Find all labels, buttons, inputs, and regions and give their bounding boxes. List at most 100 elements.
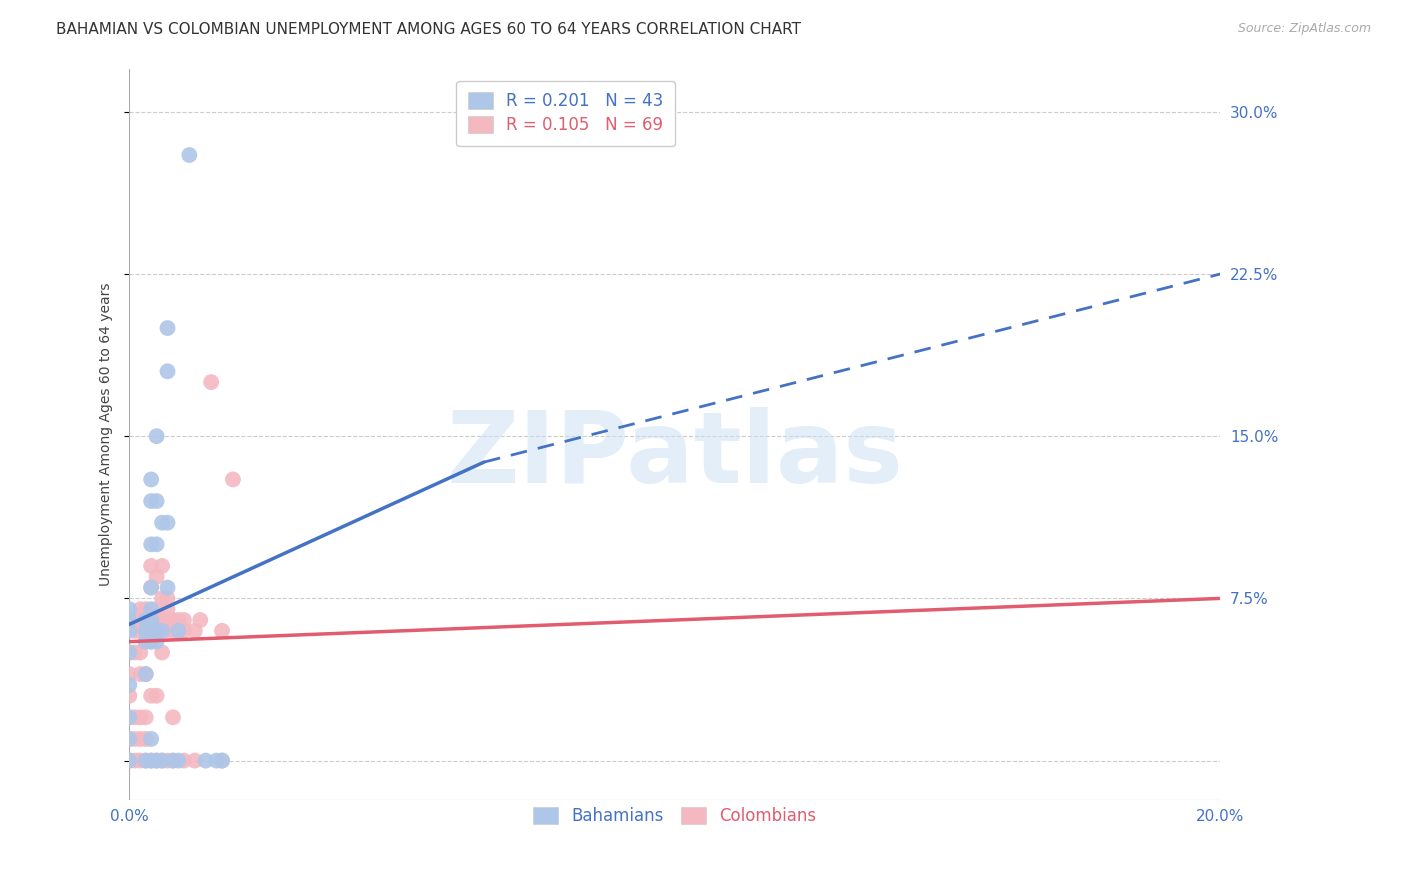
Point bbox=[124, 645, 146, 659]
Point bbox=[145, 570, 167, 584]
Point bbox=[145, 624, 167, 638]
Point bbox=[118, 645, 141, 659]
Point bbox=[118, 731, 141, 746]
Point bbox=[150, 624, 173, 638]
Point bbox=[118, 645, 141, 659]
Point bbox=[145, 634, 167, 648]
Point bbox=[141, 754, 163, 768]
Point bbox=[200, 375, 222, 389]
Point bbox=[118, 678, 141, 692]
Point bbox=[118, 731, 141, 746]
Point bbox=[173, 754, 195, 768]
Point bbox=[150, 754, 173, 768]
Text: Source: ZipAtlas.com: Source: ZipAtlas.com bbox=[1237, 22, 1371, 36]
Point bbox=[135, 634, 157, 648]
Point bbox=[129, 602, 152, 616]
Point bbox=[124, 624, 146, 638]
Point bbox=[141, 613, 163, 627]
Text: BAHAMIAN VS COLOMBIAN UNEMPLOYMENT AMONG AGES 60 TO 64 YEARS CORRELATION CHART: BAHAMIAN VS COLOMBIAN UNEMPLOYMENT AMONG… bbox=[56, 22, 801, 37]
Point bbox=[129, 624, 152, 638]
Legend: Bahamians, Colombians: Bahamians, Colombians bbox=[523, 797, 827, 835]
Point bbox=[141, 537, 163, 551]
Point bbox=[150, 754, 173, 768]
Point bbox=[156, 591, 179, 606]
Point bbox=[150, 613, 173, 627]
Point bbox=[118, 754, 141, 768]
Point bbox=[145, 613, 167, 627]
Point bbox=[211, 754, 233, 768]
Point bbox=[150, 591, 173, 606]
Point bbox=[145, 537, 167, 551]
Point bbox=[141, 624, 163, 638]
Point bbox=[141, 581, 163, 595]
Point bbox=[118, 667, 141, 681]
Point bbox=[141, 472, 163, 486]
Point bbox=[118, 689, 141, 703]
Point bbox=[162, 613, 184, 627]
Point bbox=[118, 754, 141, 768]
Point bbox=[211, 754, 233, 768]
Point bbox=[141, 581, 163, 595]
Point bbox=[135, 624, 157, 638]
Point bbox=[135, 754, 157, 768]
Point bbox=[162, 710, 184, 724]
Point bbox=[124, 613, 146, 627]
Point bbox=[118, 710, 141, 724]
Point bbox=[135, 613, 157, 627]
Point bbox=[141, 754, 163, 768]
Point bbox=[184, 624, 207, 638]
Point bbox=[150, 624, 173, 638]
Text: ZIPatlas: ZIPatlas bbox=[446, 408, 903, 505]
Point bbox=[211, 624, 233, 638]
Point bbox=[135, 613, 157, 627]
Point bbox=[145, 429, 167, 443]
Point bbox=[141, 689, 163, 703]
Point bbox=[184, 754, 207, 768]
Point bbox=[156, 321, 179, 335]
Point bbox=[135, 710, 157, 724]
Point bbox=[141, 494, 163, 508]
Point bbox=[141, 634, 163, 648]
Point bbox=[145, 624, 167, 638]
Point bbox=[145, 754, 167, 768]
Point bbox=[118, 710, 141, 724]
Point bbox=[135, 667, 157, 681]
Point bbox=[135, 731, 157, 746]
Point bbox=[150, 645, 173, 659]
Point bbox=[150, 516, 173, 530]
Point bbox=[156, 602, 179, 616]
Point bbox=[156, 364, 179, 378]
Point bbox=[222, 472, 245, 486]
Point bbox=[156, 613, 179, 627]
Y-axis label: Unemployment Among Ages 60 to 64 years: Unemployment Among Ages 60 to 64 years bbox=[100, 282, 114, 586]
Point bbox=[141, 731, 163, 746]
Point bbox=[118, 602, 141, 616]
Point bbox=[118, 624, 141, 638]
Point bbox=[135, 634, 157, 648]
Point bbox=[135, 754, 157, 768]
Point bbox=[205, 754, 228, 768]
Point bbox=[156, 516, 179, 530]
Point bbox=[167, 754, 190, 768]
Point bbox=[173, 613, 195, 627]
Point bbox=[129, 731, 152, 746]
Point bbox=[129, 754, 152, 768]
Point bbox=[124, 731, 146, 746]
Point bbox=[141, 634, 163, 648]
Point bbox=[162, 624, 184, 638]
Point bbox=[162, 754, 184, 768]
Point bbox=[141, 558, 163, 573]
Point bbox=[145, 689, 167, 703]
Point bbox=[194, 754, 217, 768]
Point bbox=[141, 613, 163, 627]
Point bbox=[179, 148, 201, 162]
Point bbox=[141, 602, 163, 616]
Point bbox=[135, 667, 157, 681]
Point bbox=[145, 494, 167, 508]
Point bbox=[188, 613, 211, 627]
Point bbox=[135, 624, 157, 638]
Point bbox=[135, 602, 157, 616]
Point bbox=[162, 754, 184, 768]
Point bbox=[167, 624, 190, 638]
Point bbox=[118, 613, 141, 627]
